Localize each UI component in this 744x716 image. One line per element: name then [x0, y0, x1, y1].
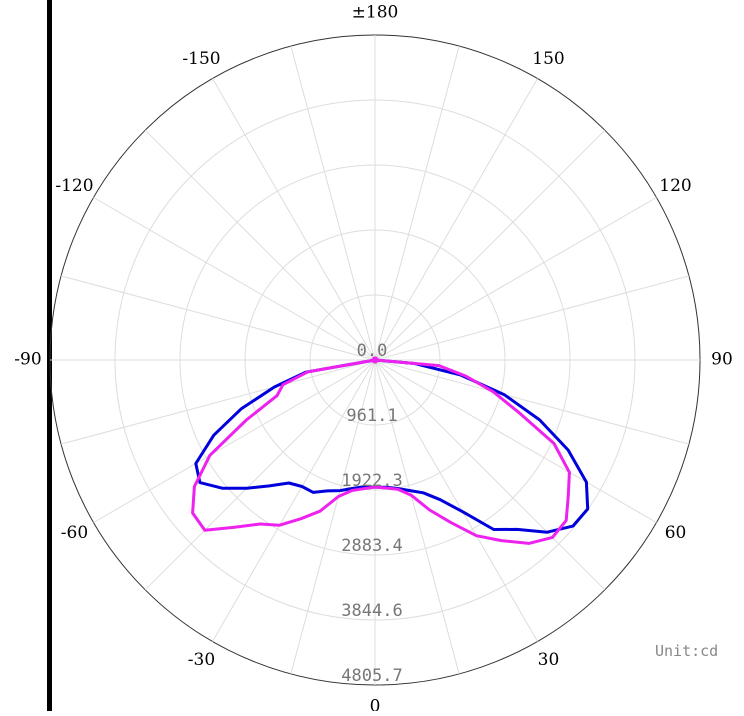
grid-spoke: [374, 359, 606, 591]
radial-tick-label: 961.1: [346, 406, 397, 426]
grid-spoke: [60, 275, 376, 361]
radial-tick-label: 3844.6: [341, 601, 402, 621]
grid-spoke: [60, 359, 376, 445]
grid-spoke: [212, 78, 376, 361]
grid-spoke: [374, 197, 657, 361]
radial-tick-label: 2883.4: [341, 536, 402, 556]
angle-label: 60: [665, 523, 687, 543]
grid-spoke: [374, 45, 460, 361]
angle-label: 0: [370, 697, 381, 712]
grid-spoke: [374, 275, 690, 361]
radial-tick-label: 1922.3: [341, 471, 402, 491]
radial-tick-label: 0.0: [357, 341, 388, 361]
label-group: ±180 150 120 90 60 30 0 -30 -60 -90 -120 -150 0.0 961…: [14, 3, 733, 716]
grid-spoke: [374, 359, 538, 642]
angle-label: -150: [182, 49, 220, 69]
angle-label: -120: [55, 176, 93, 196]
grid-spoke: [290, 359, 376, 675]
grid-spoke: [374, 129, 606, 361]
angle-label: 90: [711, 350, 733, 370]
grid-spoke: [374, 78, 538, 361]
left-edge-bar: [47, 0, 52, 711]
polar-grid: [49, 34, 701, 686]
grid-spoke: [144, 359, 376, 591]
series-curve: [191, 358, 571, 545]
grid-spoke: [93, 359, 376, 523]
grid-spoke: [290, 45, 376, 361]
grid-spoke: [374, 359, 657, 523]
series-curve: [194, 358, 590, 534]
unit-label: Unit:cd: [655, 642, 718, 660]
angle-label: 150: [532, 49, 564, 69]
angle-label: -30: [188, 650, 215, 670]
angle-label: -90: [14, 350, 41, 370]
angle-label: ±180: [352, 3, 399, 23]
angle-label: -60: [61, 523, 88, 543]
grid-spoke: [144, 129, 376, 361]
center-marker: [371, 356, 379, 364]
grid-spoke: [212, 359, 376, 642]
grid-spoke: [93, 197, 376, 361]
series-group: [191, 356, 590, 545]
grid-spoke: [374, 359, 460, 675]
grid-spoke: [374, 359, 690, 445]
angle-label: 30: [538, 650, 560, 670]
angle-label: 120: [659, 176, 691, 196]
radial-tick-label: 4805.7: [341, 666, 402, 686]
